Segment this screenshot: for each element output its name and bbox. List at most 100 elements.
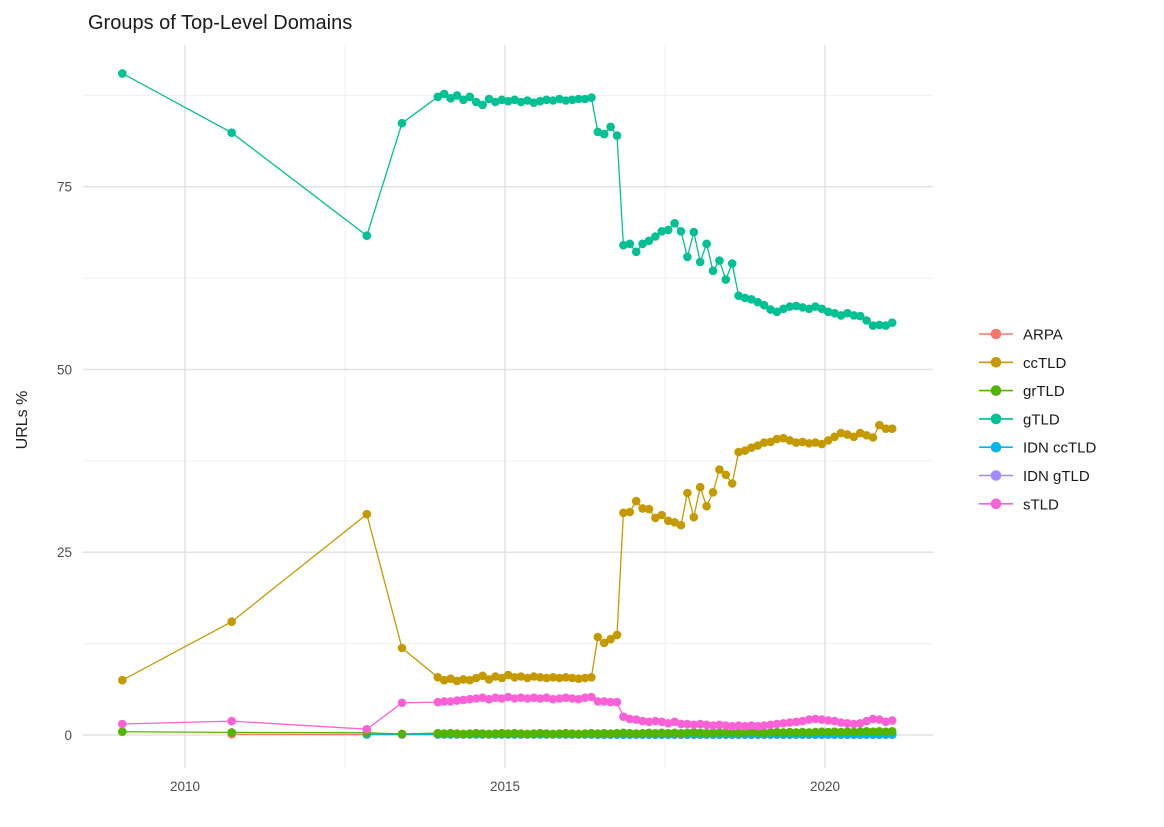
data-point [452, 729, 462, 738]
data-point [689, 512, 699, 522]
data-point [715, 465, 724, 474]
data-point [561, 693, 571, 702]
data-point [397, 698, 407, 708]
data-point [619, 508, 628, 518]
data-point [791, 728, 801, 737]
data-point [459, 95, 468, 105]
data-point [715, 256, 724, 265]
x-tick-label: 2010 [170, 779, 200, 794]
data-point [638, 504, 647, 513]
data-point [727, 721, 737, 731]
data-point [459, 695, 468, 705]
data-point [580, 94, 590, 104]
legend-label: IDN gTLD [1023, 468, 1090, 485]
data-point [362, 724, 372, 734]
data-point [772, 719, 782, 729]
data-point [651, 728, 660, 738]
legend-label: sTLD [1023, 496, 1059, 513]
data-point [439, 729, 449, 738]
data-point [804, 728, 814, 737]
data-point [836, 727, 846, 737]
x-tick-label: 2020 [810, 779, 840, 794]
data-point [676, 719, 686, 729]
data-point [612, 131, 622, 140]
data-point [471, 97, 481, 107]
data-point [491, 729, 500, 738]
data-point [766, 728, 775, 737]
data-point [740, 446, 750, 455]
data-point [555, 729, 564, 738]
data-point [663, 728, 673, 738]
data-point [227, 128, 236, 137]
data-point [567, 95, 577, 105]
data-point [516, 693, 526, 702]
data-point [727, 728, 737, 737]
data-point [670, 518, 679, 527]
data-point [881, 321, 891, 330]
data-point [561, 673, 571, 682]
data-point [759, 438, 769, 447]
data-point [734, 721, 743, 730]
legend-key-point [990, 441, 1002, 453]
data-point [817, 439, 827, 449]
data-point [587, 93, 596, 102]
data-point [849, 432, 859, 442]
data-point [766, 437, 775, 447]
data-point [881, 717, 891, 727]
series-gtld [118, 69, 897, 330]
data-point [651, 513, 660, 523]
data-point [683, 488, 692, 498]
data-point [523, 729, 532, 739]
data-point [599, 638, 609, 648]
data-point [798, 727, 807, 737]
data-point [625, 239, 635, 249]
data-point [631, 729, 641, 738]
data-point [439, 89, 449, 99]
data-point [548, 673, 558, 682]
legend-label: IDN ccTLD [1023, 440, 1097, 457]
data-point [471, 728, 481, 738]
data-point [535, 96, 545, 106]
data-point [529, 729, 539, 738]
data-point [548, 694, 558, 704]
data-point [439, 697, 449, 706]
series-cctld [118, 420, 897, 686]
data-point [651, 232, 660, 241]
data-point [702, 720, 711, 730]
data-point [548, 729, 558, 739]
data-point [798, 303, 807, 312]
legend-item-stld: sTLD [979, 496, 1059, 513]
data-point [753, 441, 763, 450]
data-point [817, 304, 827, 314]
data-point [631, 247, 641, 257]
data-point [561, 728, 571, 738]
data-point [503, 729, 513, 738]
data-point [727, 259, 737, 268]
series-grtld [118, 727, 897, 739]
data-point [811, 727, 820, 737]
data-point [523, 694, 532, 703]
data-point [599, 697, 609, 706]
data-point [663, 225, 673, 235]
x-axis-tick-labels: 2010 2015 2020 [170, 779, 840, 794]
data-point [766, 720, 775, 730]
data-point [676, 728, 686, 738]
data-point [708, 721, 718, 730]
data-point [727, 479, 737, 488]
data-point [676, 227, 686, 236]
data-point [759, 300, 769, 310]
data-point [478, 671, 487, 681]
data-point [638, 728, 647, 738]
data-point [702, 501, 711, 511]
data-point [785, 727, 795, 737]
data-point [855, 311, 865, 321]
legend-item-cctld: ccTLD [979, 355, 1067, 372]
data-point [484, 729, 494, 739]
data-point [599, 728, 609, 738]
data-point [227, 617, 236, 626]
data-point [823, 307, 833, 317]
data-point [510, 694, 519, 703]
data-point [612, 728, 622, 738]
data-point [625, 728, 635, 738]
